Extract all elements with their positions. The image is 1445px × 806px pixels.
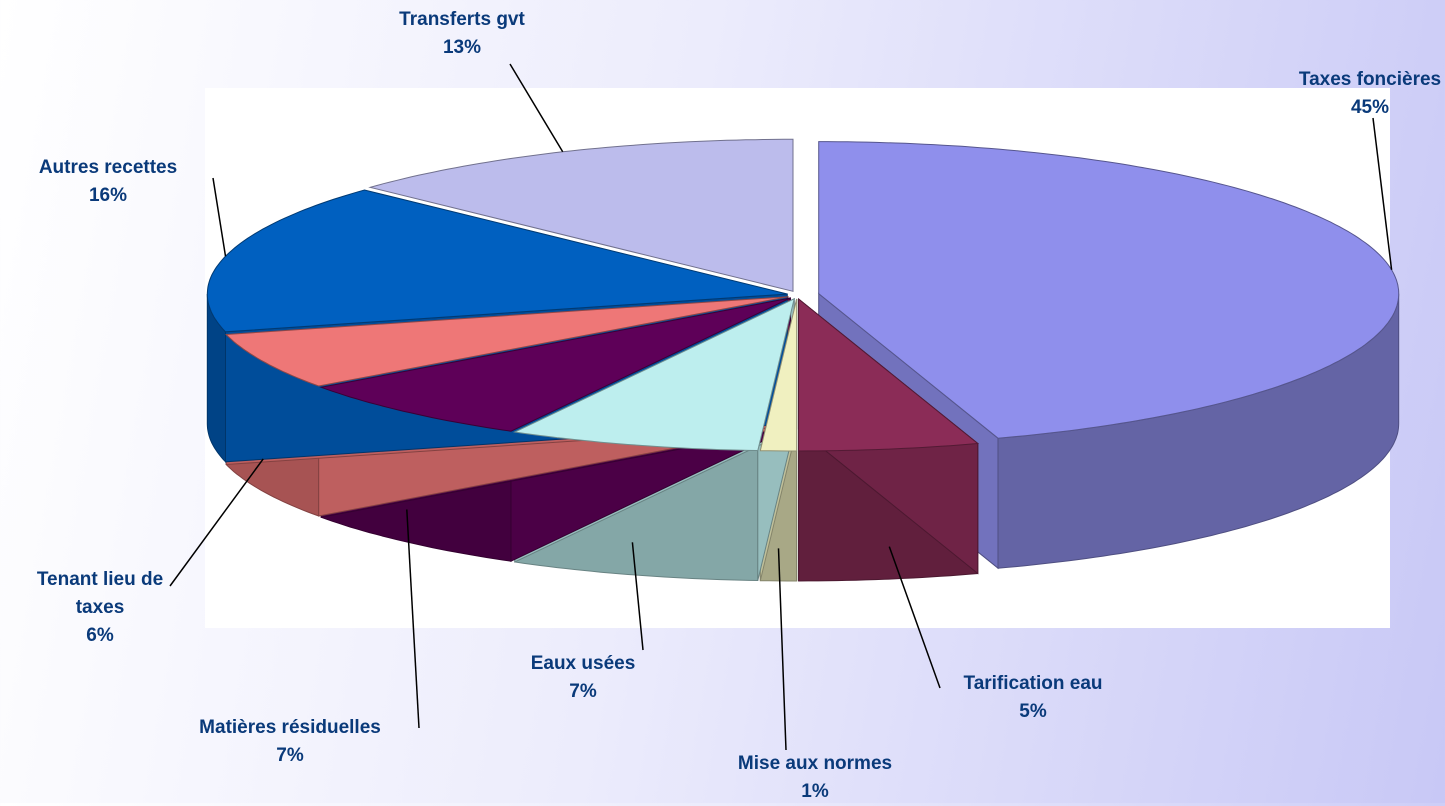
label-name: Mise aux normes [737,753,893,774]
leader-line [888,546,941,689]
label-value: 16% [88,185,128,206]
slice [206,189,788,333]
leader-line [1372,117,1393,270]
data-label: Matières résiduelles 7% [199,714,381,770]
label-value: 1% [801,781,829,802]
leader-line [212,177,227,257]
slice [319,297,791,432]
data-label: Eaux usées 7% [531,650,636,706]
leader-line [631,542,644,651]
label-value: 7% [276,745,304,766]
label-name: Autres recettes [38,157,178,178]
data-label: Mise aux normes 1% [738,750,892,806]
slice [513,297,795,452]
slice [798,297,980,452]
data-label: Transferts gvt 13% [399,6,525,62]
label-name: Tarification eau [963,673,1103,694]
leader-line [406,509,420,729]
label-name: Transferts gvt [399,9,525,30]
leader-line [509,63,564,153]
label-value: 5% [1019,701,1047,722]
label-value: 45% [1350,97,1390,118]
leader-line [777,548,787,751]
label-name: Eaux usées [530,653,636,674]
label-value: 13% [442,37,482,58]
data-label: Tenant lieu de taxes 6% [35,566,165,650]
leader-line [169,458,264,587]
data-label: Taxes foncières 45% [1299,66,1441,122]
data-label: Autres recettes 16% [39,154,177,210]
label-name: Taxes foncières [1298,69,1442,90]
label-value: 6% [86,625,114,646]
label-name: Tenant lieu de taxes [36,569,164,618]
data-label: Tarification eau 5% [963,670,1102,726]
slice [225,296,789,387]
label-value: 7% [569,681,597,702]
slice [759,298,798,452]
label-name: Matières résiduelles [199,717,381,738]
